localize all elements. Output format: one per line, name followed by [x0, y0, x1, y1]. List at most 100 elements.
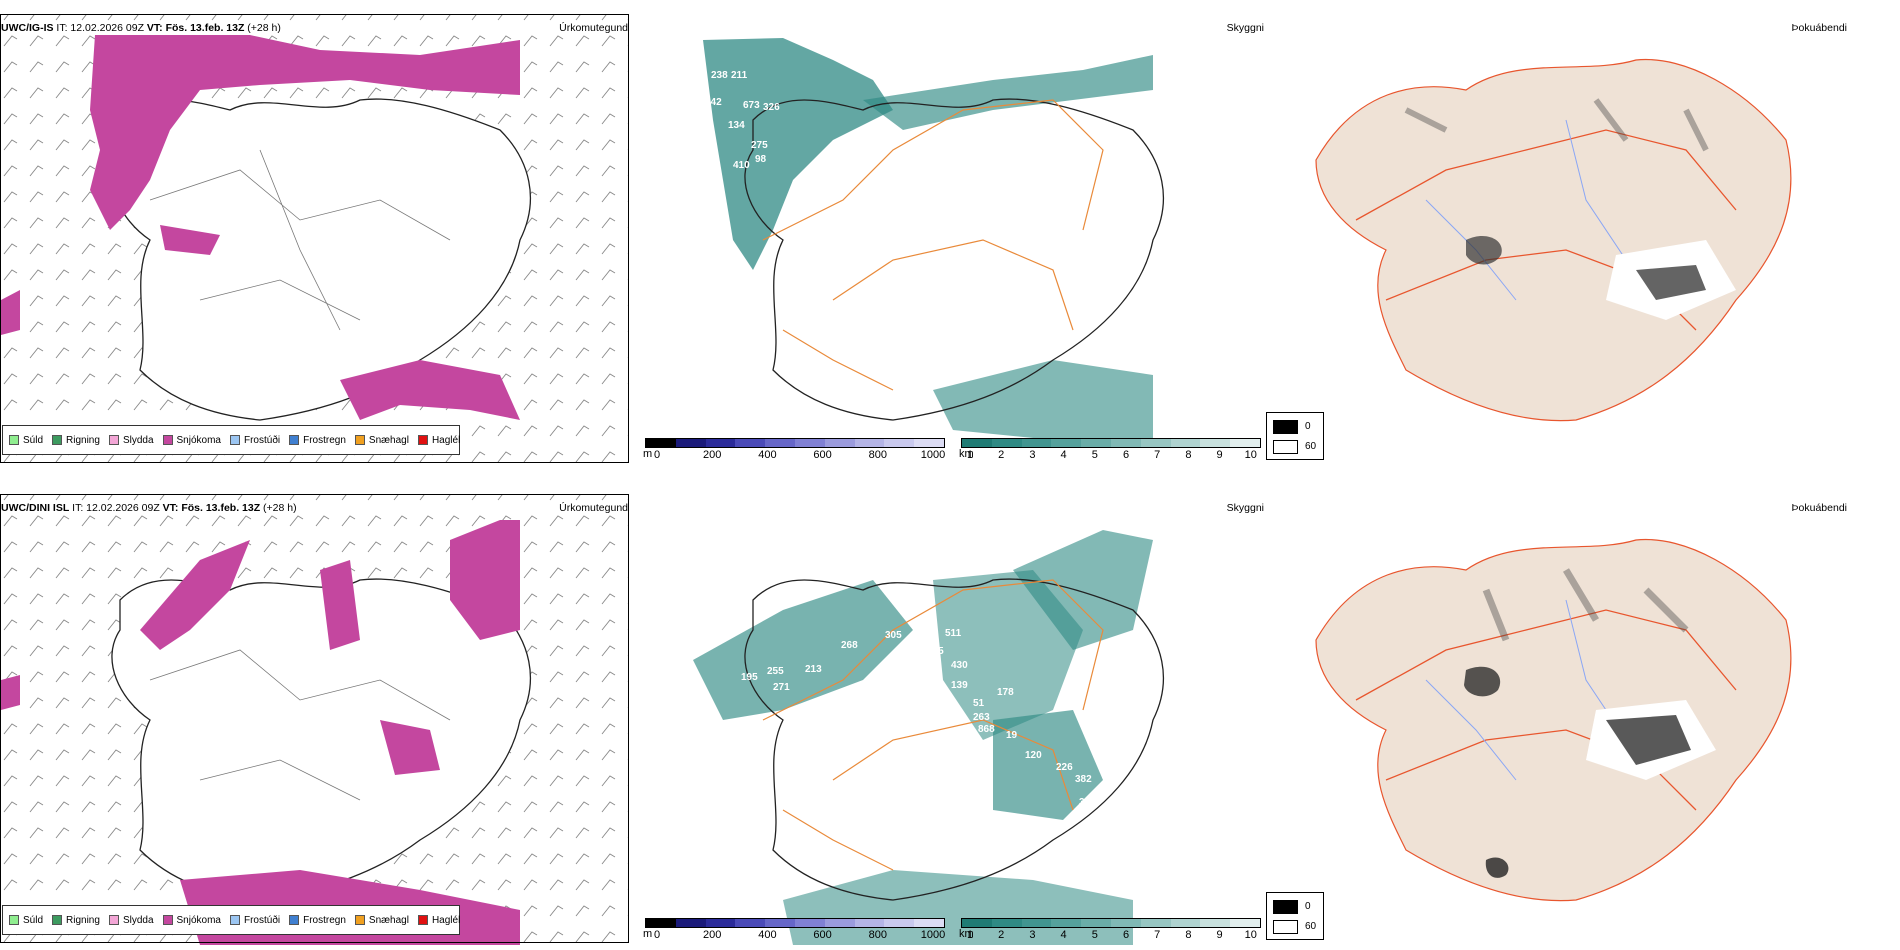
legend-item: Rigning: [52, 915, 100, 926]
colorbar-segment: [1200, 439, 1231, 447]
legend-item: Frostregn: [289, 435, 346, 446]
fog-panel-row2: Þokuábendi: [1266, 480, 1897, 930]
cloudbase-label: 275: [751, 140, 768, 151]
cloudbase-label: 139: [951, 680, 968, 691]
cloudbase-label: 226: [1056, 762, 1073, 773]
visibility-panel-row1: 238 211 242 673 326 134 275 98 410 965 994 943 Skyg…: [633, 0, 1264, 461]
legend-label: Slydda: [122, 434, 154, 446]
colorbar-tick: 5: [1091, 449, 1098, 461]
colorbar-tick: 0: [653, 929, 661, 941]
legend-swatch: [9, 435, 19, 445]
colorbar-segment: [991, 919, 1022, 927]
colorbar-tick: 400: [758, 449, 777, 461]
legend-swatch: [417, 435, 428, 445]
colorbar-tick: 1: [966, 929, 974, 941]
visibility-map: 1952552712132683051818716926923551143013…: [693, 530, 1165, 945]
panel-title: Þokuábendi: [1791, 502, 1847, 514]
legend-label: Rigning: [66, 914, 100, 926]
colorbar-segment: [765, 439, 795, 447]
colorbar-segment: [914, 919, 944, 927]
legend-label: Haglél: [431, 434, 461, 446]
cloudbase-label: 410: [733, 160, 750, 171]
colorbar-segment: [1051, 439, 1082, 447]
visibility-map: 238 211 242 673 326 134 275 98 410 965 994 943: [703, 38, 1165, 440]
legend-item: Snæhagl: [354, 434, 409, 446]
cloudbase-label: 98: [755, 154, 767, 165]
legend-item: Súld: [9, 915, 43, 926]
cloudbase-label: 269: [895, 686, 912, 697]
colorbar-segment: [914, 439, 944, 447]
colorbar-tick: 6: [1122, 449, 1130, 461]
cloudbase-label: 134: [728, 120, 745, 131]
cloudbase-label: 511: [945, 628, 962, 639]
cloudbase-label: 187: [896, 652, 913, 663]
colorbar-segment: [1081, 439, 1111, 447]
cloudbase-label: 673: [743, 100, 760, 111]
cloudbase-label: 238: [711, 70, 728, 81]
colorbar-segment: [675, 919, 706, 927]
colorbar-segment: [1230, 919, 1260, 927]
cloudbase-label: 255: [767, 666, 784, 677]
cloudbase-label: 389: [1079, 797, 1096, 808]
colorbar-segment: [884, 439, 915, 447]
legend-label: Súld: [23, 914, 44, 926]
precip-type-panel-row1: UWC/IG-IS IT: 12.02.2026 09Z VT: Fös. 13…: [0, 0, 631, 463]
colorbar-tick: 3: [1029, 449, 1036, 461]
cloudbase-label: 271: [773, 682, 790, 693]
colorbar-tick: 800: [868, 449, 887, 461]
legend-swatch: [52, 435, 63, 445]
legend-label: Snæhagl: [368, 434, 409, 446]
cloudbase-label: 943: [1053, 54, 1070, 65]
visibility-colorbar: 1 2 3 4 5 6 7 8 9 10 km: [959, 918, 1261, 942]
cloudbase-label: 263: [973, 712, 990, 723]
legend-label: Haglél: [431, 914, 461, 926]
colorbar-segment: [1200, 919, 1231, 927]
panel-title: Úrkomutegund: [559, 502, 628, 514]
colorbar-tick: 4: [1060, 929, 1067, 941]
colorbar-segment: [962, 439, 992, 447]
cloudbase-label: 178: [997, 687, 1014, 698]
legend-label: Frostregn: [303, 434, 346, 446]
colorbar-tick: 7: [1154, 449, 1161, 461]
colorbar-segment: [705, 919, 736, 927]
colorbar-segment: [1110, 919, 1141, 927]
colorbar-segment: [1021, 919, 1052, 927]
cloudbase-labels: 238 211 242 673 326 134 275 98 410 965 994 943: [705, 54, 1070, 171]
colorbar-tick: 0: [653, 449, 661, 461]
legend-swatch: [354, 435, 365, 445]
cloudbase-label: 965: [1005, 54, 1022, 65]
colorbar-tick: 8: [1185, 929, 1192, 941]
cloudbase-label: 195: [741, 672, 758, 683]
legend-item: Slydda: [108, 434, 154, 446]
colorbar-segment: [1081, 919, 1111, 927]
legend-item: Snjókoma: [162, 915, 221, 926]
panel-title: Úrkomutegund: [559, 22, 628, 34]
fog-map: [1315, 538, 1792, 902]
colorbar-tick: 10: [1244, 929, 1257, 941]
cloudbase-label: 235: [927, 646, 944, 657]
legend-label: Slydda: [122, 914, 154, 926]
colorbar-tick: 5: [1091, 929, 1098, 941]
legend-item: Frostúði: [229, 915, 280, 926]
colorbar-tick: 9: [1216, 929, 1223, 941]
cloudbase-label: 868: [978, 724, 995, 735]
colorbar-tick: 7: [1154, 929, 1161, 941]
run-header: UWC/DINI ISL IT: 12.02.2026 09Z VT: Fös.…: [1, 502, 297, 514]
legend-swatch: [354, 915, 365, 925]
colorbar-segment: [646, 439, 676, 447]
colorbar-tick: 800: [868, 929, 887, 941]
legend-item: Snjókoma: [162, 435, 221, 446]
legend-label: Súld: [23, 434, 44, 446]
colorbar-segment: [884, 919, 915, 927]
colorbar-tick: 1: [966, 449, 974, 461]
colorbar-tick: 2: [998, 449, 1005, 461]
fog-legend: 0 60: [1266, 892, 1324, 940]
colorbar-tick: 6: [1122, 929, 1130, 941]
colorbar-tick: 3: [1029, 929, 1036, 941]
cloudbase-colorbar: 0 200 400 600 800 1000 m: [643, 918, 945, 942]
legend-item: Frostregn: [289, 915, 346, 926]
fog-legend: 0 60: [1266, 412, 1324, 460]
legend-swatch: [417, 915, 428, 925]
panel-title: Skyggni: [1226, 22, 1264, 34]
